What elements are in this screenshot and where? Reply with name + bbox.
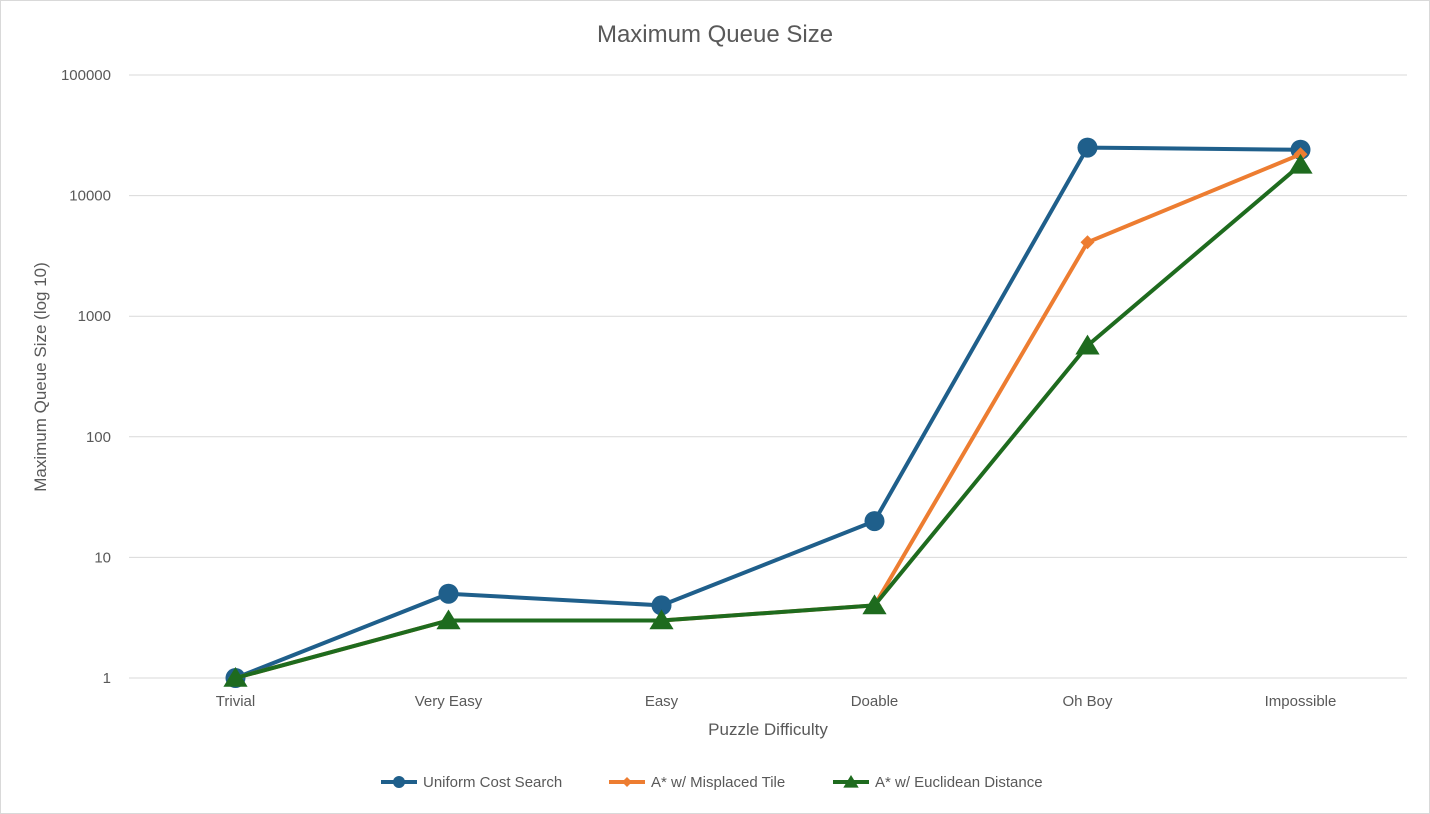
y-tick-label: 1	[103, 670, 111, 687]
series-1	[225, 137, 1311, 688]
y-tick-label: 10000	[69, 188, 111, 205]
legend-label: A* w/ Misplaced Tile	[651, 774, 785, 791]
data-point	[864, 511, 885, 532]
y-tick-labels: 1 10 100 1000 10000 100000	[61, 67, 111, 687]
legend-marker	[843, 775, 859, 788]
x-axis-label: Puzzle Difficulty	[708, 720, 828, 739]
data-point	[223, 667, 248, 687]
y-tick-label: 10	[94, 549, 111, 566]
x-tick-label: Trivial	[216, 693, 255, 710]
legend-item: A* w/ Misplaced Tile	[609, 774, 785, 791]
data-point	[649, 609, 674, 630]
data-point	[651, 595, 672, 616]
chart-title: Maximum Queue Size	[597, 21, 833, 48]
legend-label: Uniform Cost Search	[423, 774, 562, 791]
legend-item: A* w/ Euclidean Distance	[833, 774, 1043, 791]
series-2	[228, 147, 1308, 685]
series-3	[223, 153, 1313, 687]
x-tick-label: Oh Boy	[1062, 693, 1113, 710]
legend-item: Uniform Cost Search	[381, 774, 562, 791]
data-point	[862, 594, 887, 615]
series-layer	[223, 137, 1313, 688]
x-tick-label: Doable	[851, 693, 899, 710]
data-point	[1077, 137, 1098, 158]
gridlines	[129, 74, 1407, 679]
x-tick-label: Impossible	[1265, 693, 1337, 710]
data-point	[1080, 235, 1095, 250]
series-line	[233, 152, 1303, 680]
data-point	[438, 583, 459, 604]
data-point	[1075, 334, 1100, 355]
x-tick-label: Very Easy	[415, 693, 483, 710]
legend-label: A* w/ Euclidean Distance	[875, 774, 1043, 791]
y-tick-label: 1000	[78, 308, 111, 325]
x-tick-label: Easy	[645, 693, 679, 710]
legend: Uniform Cost Search A* w/ Misplaced Tile A…	[381, 774, 1043, 791]
data-point	[436, 609, 461, 630]
series-line	[233, 162, 1303, 680]
y-tick-label: 100000	[61, 67, 111, 84]
data-point	[1288, 153, 1313, 174]
y-tick-label: 100	[86, 429, 111, 446]
y-axis-label: Maximum Queue Size (log 10)	[31, 262, 50, 492]
x-tick-labels: Trivial Very Easy Easy Doable Oh Boy Impossib…	[216, 693, 1337, 710]
legend-marker	[622, 777, 632, 787]
series-line	[233, 145, 1303, 680]
legend-marker	[393, 776, 405, 788]
